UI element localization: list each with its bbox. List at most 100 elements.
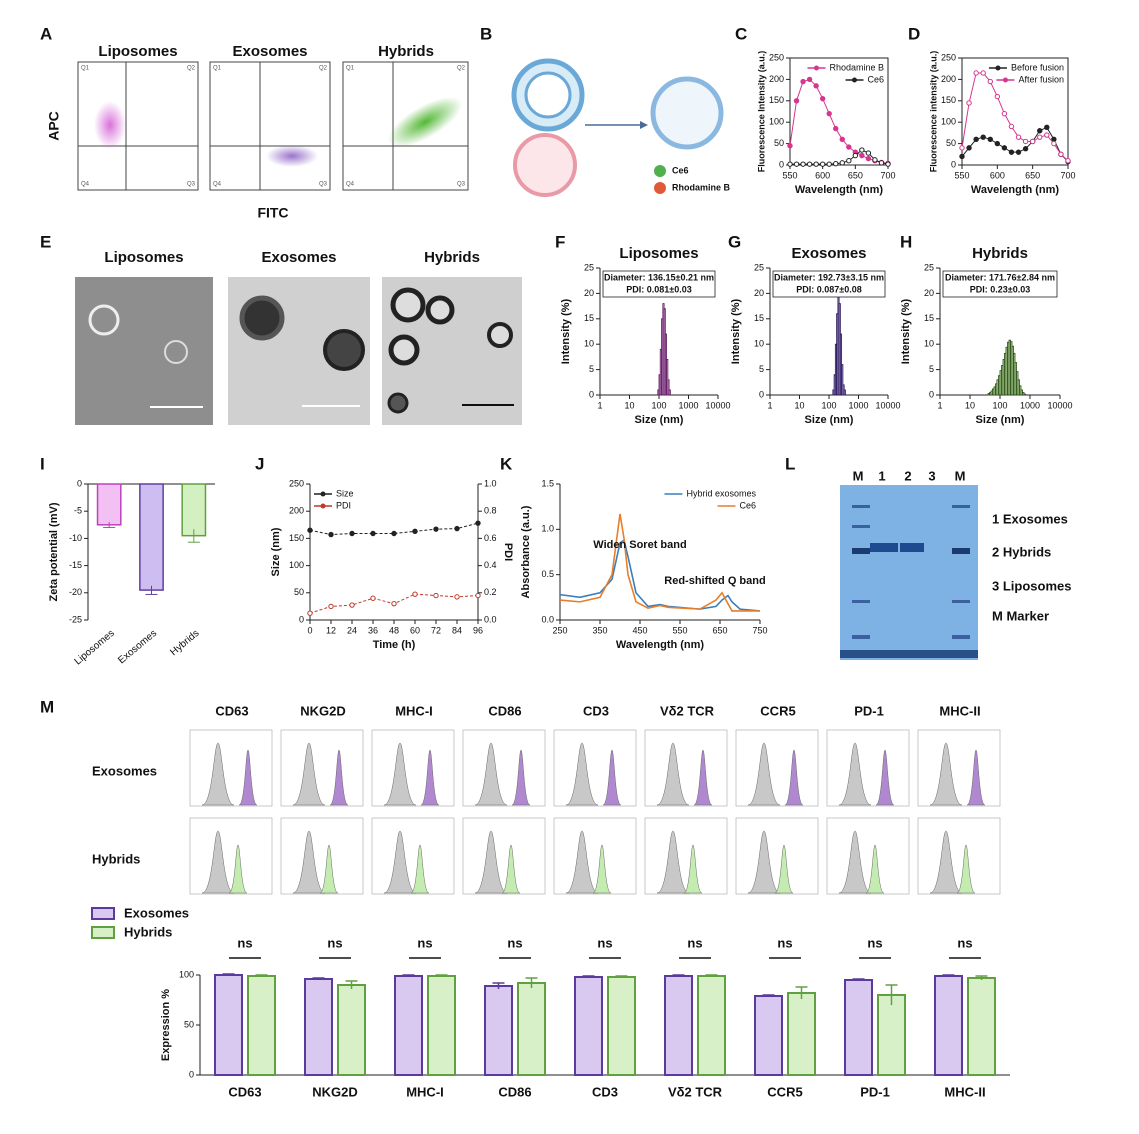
significance-label: ns [777, 935, 792, 950]
y2-tick-label: 0.6 [484, 533, 497, 543]
data-line [790, 149, 889, 165]
x-tick-label: 12 [326, 625, 336, 635]
flow-peak [474, 830, 508, 894]
flow-peak [747, 830, 781, 894]
legend-label: Size [336, 488, 354, 498]
annotation: PDI: 0.087±0.08 [796, 284, 861, 294]
flow-peak [929, 830, 963, 894]
flow-peak [201, 830, 235, 894]
data-point [1008, 149, 1015, 155]
x-tick-label: 10000 [705, 400, 730, 410]
data-point [813, 161, 819, 167]
flow-histogram-frame [826, 817, 910, 895]
y-tick-label: 10 [584, 339, 594, 349]
y-axis-label: Intensity (%) [730, 298, 742, 364]
flow-peak [420, 749, 440, 806]
x-tick-label: 600 [990, 170, 1005, 180]
bar [877, 994, 906, 1076]
significance-label: ns [867, 935, 882, 950]
flow-peak [693, 749, 713, 806]
image-title: Hybrids [424, 249, 480, 266]
flow-peak [410, 844, 430, 894]
y-tick-label: 0 [951, 159, 956, 169]
panel-label: B [480, 24, 492, 43]
data-point [819, 161, 826, 167]
quadrant-label: Q3 [319, 182, 328, 188]
panel-label: D [908, 24, 920, 43]
y-tick-label: 250 [769, 52, 784, 62]
flow-peak [865, 844, 885, 894]
legend-label: Exosomes [124, 905, 189, 920]
y-axis-label: Zeta potential (mV) [48, 502, 60, 601]
data-point [865, 150, 872, 156]
panel-label: J [255, 454, 264, 473]
x-tick-label: 1000 [848, 400, 868, 410]
y-tick-label: 100 [769, 117, 784, 127]
bar [394, 975, 423, 1076]
bar [967, 977, 996, 1076]
lane-label: 1 [878, 468, 885, 483]
y-tick-label: 100 [289, 560, 304, 570]
dot-cloud [266, 145, 318, 167]
data-point [800, 161, 806, 167]
x-tick-label: 36 [368, 625, 378, 635]
dot-cloud [94, 101, 126, 149]
flow-histogram-frame [553, 817, 637, 895]
data-point [826, 161, 832, 167]
annotation: Diameter: 192.73±3.15 nm [774, 272, 884, 282]
data-point [454, 594, 460, 600]
x-axis-label: Size (nm) [635, 414, 684, 426]
legend-label: Ce6 [867, 74, 884, 84]
data-point [787, 161, 793, 167]
y-tick-label: 15 [754, 313, 764, 323]
x-tick-label: 24 [347, 625, 357, 635]
data-point [1029, 138, 1036, 145]
data-point [793, 161, 800, 167]
data-point [994, 93, 1001, 100]
x-tick-label: 10 [794, 400, 804, 410]
data-point [859, 147, 865, 153]
y-tick-label: 10 [754, 339, 764, 349]
y-axis-label: Size (nm) [270, 527, 282, 576]
flow-peak [656, 830, 690, 894]
flow-histogram-frame [553, 729, 637, 807]
x-tick-label: 48 [389, 625, 399, 635]
data-point [1051, 140, 1057, 147]
flow-peak [683, 844, 703, 894]
bar [574, 976, 603, 1076]
panel-label: I [40, 454, 45, 473]
data-point [1058, 151, 1064, 158]
data-point [787, 143, 793, 149]
y-tick-label: 20 [754, 288, 764, 298]
image-title: Liposomes [104, 249, 183, 266]
data-point [391, 530, 397, 537]
axis-label: FITC [257, 205, 288, 221]
flow-peak [929, 742, 963, 806]
y-tick-label: 0.0 [541, 614, 554, 624]
diagram [511, 58, 724, 197]
y-tick-label: 0.5 [541, 569, 554, 579]
data-point [826, 110, 832, 117]
data-point [307, 610, 313, 616]
data-point [980, 134, 986, 140]
flow-histogram-frame [735, 817, 819, 895]
y-tick-label: 20 [584, 288, 594, 298]
x-tick-label: 650 [848, 170, 863, 180]
bar [787, 992, 816, 1076]
y-tick-label: 250 [289, 478, 304, 488]
marker-title: CD63 [215, 703, 248, 718]
data-point [475, 592, 481, 599]
x-tick-label: 550 [672, 625, 687, 635]
gel-legend: 3 Liposomes [992, 578, 1071, 593]
y-tick-label: 50 [184, 1019, 194, 1029]
bar [304, 978, 333, 1076]
quadrant-label: Q2 [457, 66, 466, 72]
y2-tick-label: 0.4 [484, 560, 497, 570]
y-tick-label: -20 [69, 587, 82, 597]
data-point [1015, 149, 1022, 155]
data-point [872, 157, 878, 163]
annotation: Red-shifted Q band [664, 575, 765, 587]
y2-tick-label: 0.8 [484, 506, 497, 516]
flow-histogram-frame [371, 729, 455, 807]
